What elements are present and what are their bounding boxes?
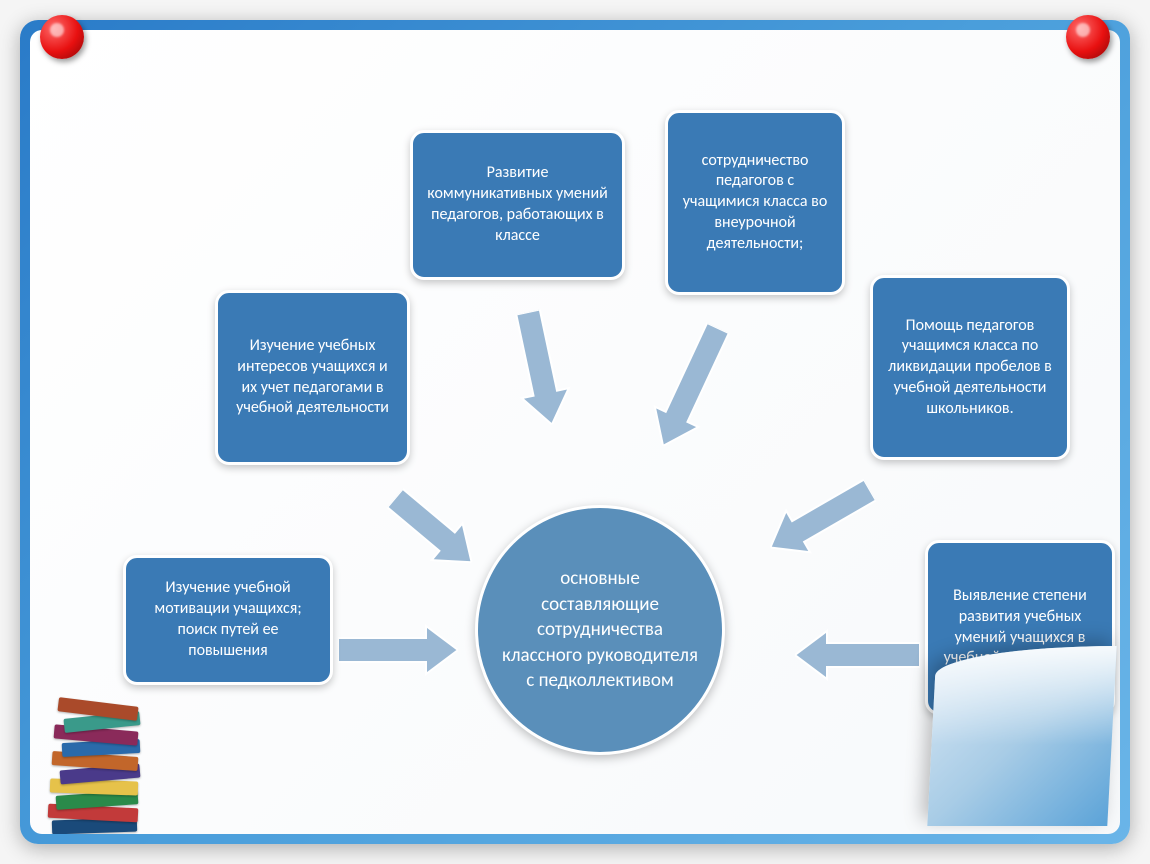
page-curl-decoration xyxy=(927,646,1116,826)
node-text: Помощь педагогов учащимся класса по ликв… xyxy=(887,316,1053,420)
arrow-n5 xyxy=(755,464,885,573)
arrow-n4 xyxy=(636,315,745,458)
arrow-n6 xyxy=(795,625,920,685)
arrow-n3 xyxy=(499,306,582,431)
pushpin-right-icon xyxy=(1066,15,1110,59)
node-text: сотрудничество педагогов с учащимися кла… xyxy=(682,151,828,255)
slide-surface: основные составляющие сотрудничества кла… xyxy=(30,30,1120,834)
center-topic-text: основные составляющие сотрудничества кла… xyxy=(502,566,698,694)
arrow-n1 xyxy=(338,620,458,680)
node-text: Изучение учебных интересов учащихся и их… xyxy=(232,336,393,419)
node-text: Развитие коммуникативных умений педагого… xyxy=(427,163,608,246)
node-n2: Изучение учебных интересов учащихся и их… xyxy=(215,290,410,465)
center-topic: основные составляющие сотрудничества кла… xyxy=(475,505,725,755)
pushpin-left-icon xyxy=(40,15,84,59)
node-n5: Помощь педагогов учащимся класса по ликв… xyxy=(870,275,1070,460)
book-stack-decoration xyxy=(30,644,170,834)
arrow-n2 xyxy=(376,475,491,585)
node-n3: Развитие коммуникативных умений педагого… xyxy=(410,130,625,280)
slide-frame: основные составляющие сотрудничества кла… xyxy=(20,20,1130,844)
node-n4: сотрудничество педагогов с учащимися кла… xyxy=(665,110,845,295)
